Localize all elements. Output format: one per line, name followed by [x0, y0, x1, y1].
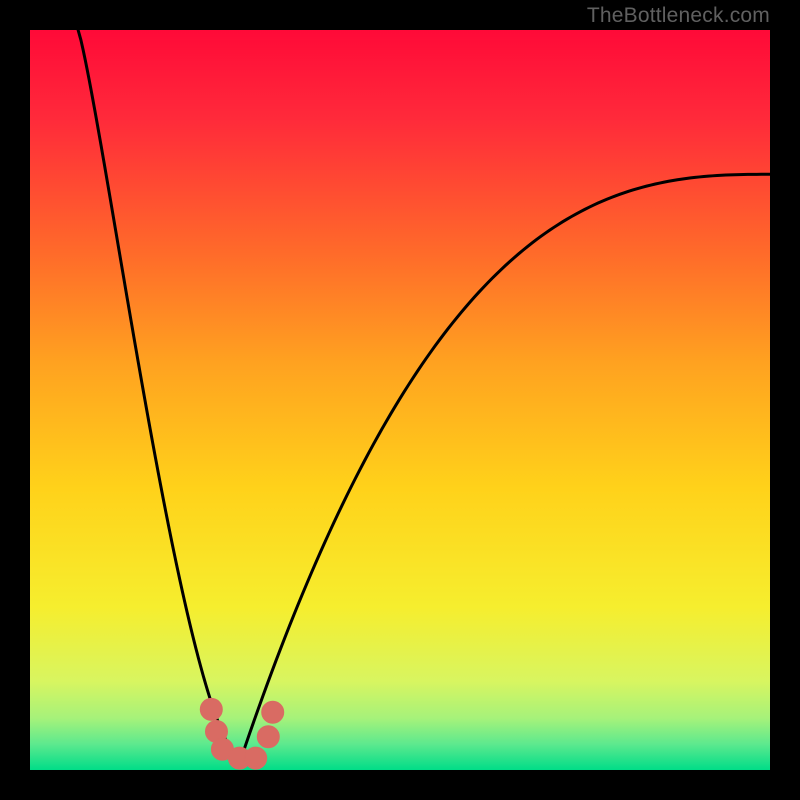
bottleneck-curve: [78, 30, 770, 759]
plot-area: [30, 30, 770, 770]
marker-group: [200, 698, 283, 769]
marker-dot: [245, 747, 267, 769]
marker-dot: [200, 698, 222, 720]
watermark-text: TheBottleneck.com: [587, 4, 770, 28]
marker-dot: [262, 701, 284, 723]
marker-dot: [257, 726, 279, 748]
curve-layer: [30, 30, 770, 770]
chart-container: TheBottleneck.com: [0, 0, 800, 800]
